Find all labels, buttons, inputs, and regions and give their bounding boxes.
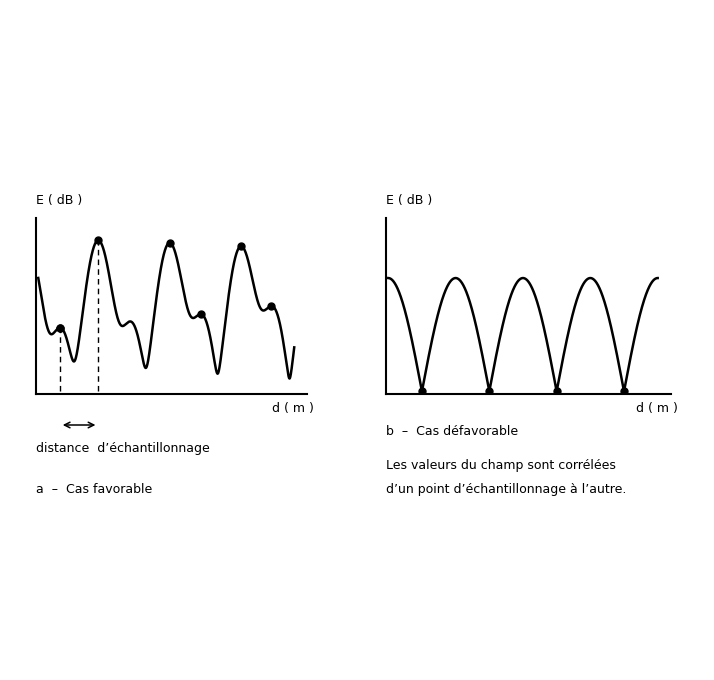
Text: b  –  Cas défavorable: b – Cas défavorable [386, 425, 518, 438]
Text: E ( dB ): E ( dB ) [36, 194, 82, 207]
Text: d ( m ): d ( m ) [636, 402, 678, 415]
Text: E ( dB ): E ( dB ) [386, 194, 432, 207]
Text: Les valeurs du champ sont corrélées: Les valeurs du champ sont corrélées [386, 459, 615, 472]
Text: d’un point d’échantillonnage à l’autre.: d’un point d’échantillonnage à l’autre. [386, 483, 626, 496]
Text: a  –  Cas favorable: a – Cas favorable [36, 483, 152, 496]
Text: d ( m ): d ( m ) [271, 402, 313, 415]
Text: distance  d’échantillonnage: distance d’échantillonnage [36, 442, 209, 455]
